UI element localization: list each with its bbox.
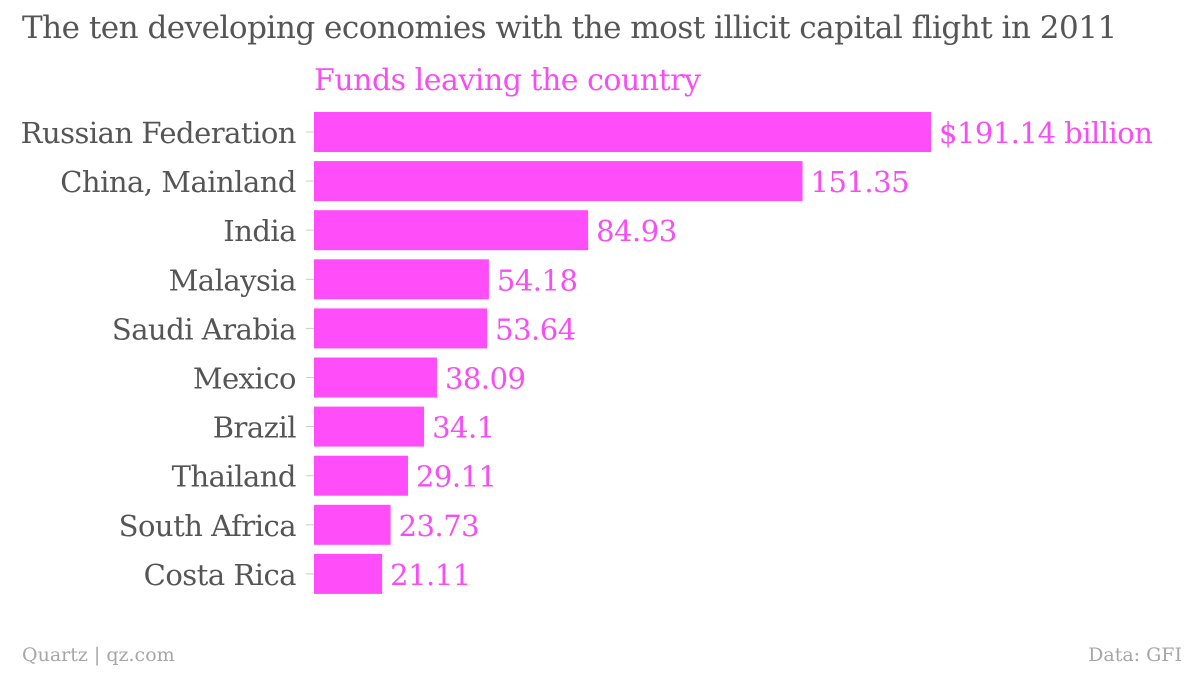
data-label-south-africa: 23.73 [399,509,480,543]
bar-costa-rica [314,553,383,594]
category-label-india: India [223,214,296,248]
data-label-brazil: 34.1 [432,411,495,445]
data-label-thailand: 29.11 [416,460,497,494]
bar-russian-federation [314,112,931,152]
data-label-china-mainland: 151.35 [811,165,909,199]
data-label-india: 84.93 [596,214,677,248]
chart-title: The ten developing economies with the mo… [22,10,1117,46]
bar-thailand [314,455,408,496]
footer-source-right: Data: GFI [1088,644,1182,666]
category-label-saudi-arabia: Saudi Arabia [112,312,296,346]
category-label-costa-rica: Costa Rica [144,558,297,592]
bar-india [314,210,589,251]
bar-brazil [314,406,425,447]
data-label-saudi-arabia: 53.64 [495,312,576,346]
category-label-mexico: Mexico [193,362,296,396]
bar-mexico [314,357,437,398]
data-label-russian-federation: $191.14 billion [939,116,1152,150]
data-label-mexico: 38.09 [445,362,526,396]
category-label-south-africa: South Africa [119,509,297,543]
category-label-malaysia: Malaysia [169,263,297,297]
category-label-china-mainland: China, Mainland [60,165,296,199]
footer-source-left: Quartz | qz.com [22,644,175,666]
category-label-russian-federation: Russian Federation [21,116,296,150]
bar-south-africa [314,504,391,545]
category-label-thailand: Thailand [172,460,296,494]
category-label-brazil: Brazil [213,411,297,445]
data-label-malaysia: 54.18 [497,263,578,297]
data-label-costa-rica: 21.11 [390,558,471,592]
bar-saudi-arabia [314,308,488,349]
bar-china-mainland [314,161,803,202]
bar-malaysia [314,259,489,300]
series-label: Funds leaving the country [314,63,701,98]
